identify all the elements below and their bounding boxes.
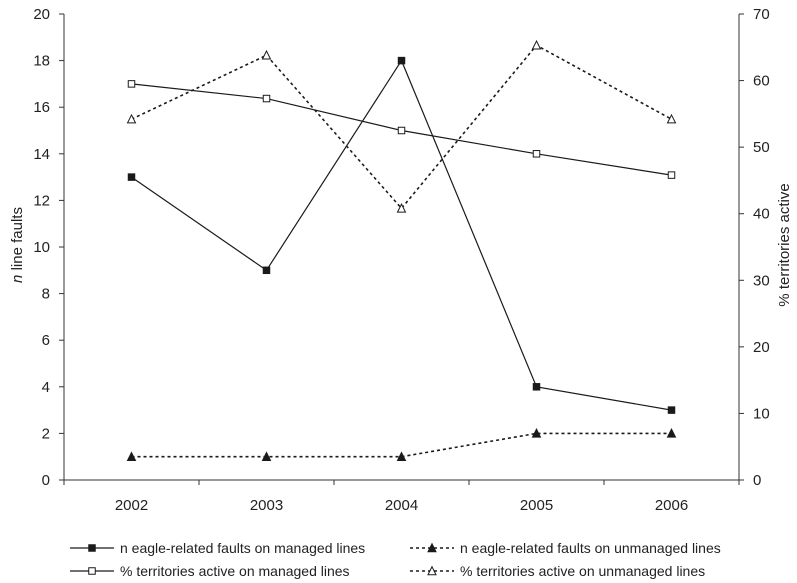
y-axis-left-label: n line faults [9,207,26,283]
y-left-tick-label: 4 [42,379,50,396]
series-point-1 [668,407,675,414]
series-point-4 [668,115,676,123]
y-right-tick-label: 0 [753,472,761,489]
series-point-3 [398,127,405,134]
y-left-tick-label: 16 [33,99,50,116]
series-point-3 [533,151,540,158]
legend-label-4: % territories active on unmanaged lines [460,563,705,579]
y-left-tick-label: 2 [42,425,50,442]
series-point-2 [668,429,676,437]
y-axis-right-label: % territories active [776,183,793,306]
series-point-1 [533,384,540,391]
x-tick-label: 2006 [655,497,688,514]
legend-label-1: n eagle-related faults on managed lines [120,540,365,556]
x-tick-label: 2003 [250,497,283,514]
legend: n eagle-related faults on managed lines n… [70,540,721,579]
legend-label-3: % territories active on managed lines [120,563,350,579]
legend-marker-3 [89,568,96,575]
y-left-tick-label: 14 [33,146,50,163]
series-point-4 [533,41,541,49]
series-point-1 [128,174,135,181]
y-left-tick-label: 18 [33,53,50,70]
y-right-tick-label: 20 [753,339,770,356]
y-left-tick-label: 12 [33,192,50,209]
y-right-tick-label: 50 [753,139,770,156]
legend-marker-1 [89,545,96,552]
y-left-tick-label: 8 [42,286,50,303]
y-left-tick-label: 10 [33,239,50,256]
y-right-tick-label: 30 [753,272,770,289]
y-left-tick-label: 20 [33,6,50,23]
series-layer [128,41,676,460]
x-tick-label: 2002 [115,497,148,514]
y-left-tick-label: 6 [42,332,50,349]
x-tick-label: 2004 [385,497,418,514]
legend-label-2: n eagle-related faults on unmanaged line… [460,540,721,556]
y-right-tick-label: 40 [753,206,770,223]
series-line-1 [132,61,672,411]
series-point-3 [668,172,675,179]
y-left-tick-label: 0 [42,472,50,489]
series-point-3 [263,95,270,102]
series-point-4 [128,115,136,123]
series-point-4 [263,51,271,59]
x-tick-label: 2005 [520,497,553,514]
y-right-tick-label: 70 [753,6,770,23]
y-axis-left-label-italic: n [9,275,26,283]
series-point-1 [398,57,405,64]
series-point-1 [263,267,270,274]
y-right-tick-label: 10 [753,405,770,422]
y-right-tick-label: 60 [753,73,770,90]
axes [59,14,744,485]
series-point-3 [128,81,135,88]
tick-labels: 0 2 4 6 8 10 12 14 16 18 20 0 10 20 30 40 50 60 70 2002 2003… [33,6,769,514]
y-axis-left-label-rest: line faults [9,207,26,275]
